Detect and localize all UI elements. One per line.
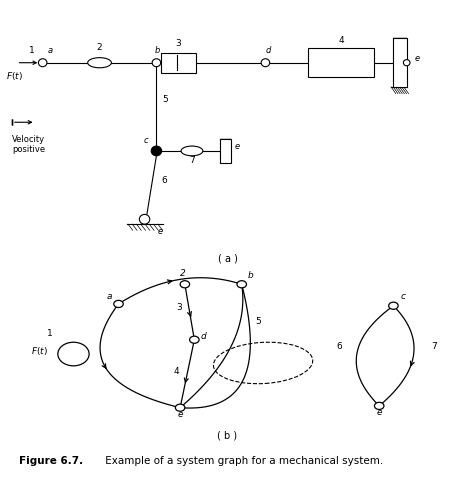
Circle shape [114,300,123,308]
Circle shape [261,59,270,67]
Circle shape [152,59,161,67]
Text: 7: 7 [431,342,437,351]
Bar [220,139,231,163]
Text: 2: 2 [180,270,185,278]
Text: e: e [177,410,183,419]
Circle shape [175,404,185,411]
Text: 6: 6 [336,342,342,351]
Ellipse shape [88,58,111,68]
Text: c: c [144,136,148,145]
Text: Figure 6.7.: Figure 6.7. [19,456,83,466]
Bar [161,53,196,73]
Text: e: e [376,408,382,417]
Circle shape [180,281,190,288]
Text: a: a [106,292,112,300]
Text: 5: 5 [162,96,168,104]
Text: e: e [235,142,240,151]
Text: b: b [247,271,253,280]
Circle shape [389,302,398,309]
Text: 4: 4 [338,36,344,45]
Bar [308,49,374,77]
Text: b: b [155,46,160,55]
Text: ( b ): ( b ) [218,430,237,440]
Ellipse shape [181,146,203,156]
Text: $F(t)$: $F(t)$ [6,71,23,82]
Circle shape [190,336,199,343]
Text: c: c [401,293,405,301]
Text: 1: 1 [47,329,53,338]
Text: a: a [47,46,52,55]
Text: 5: 5 [255,317,261,326]
Text: 2: 2 [97,44,102,52]
Text: Velocity
positive: Velocity positive [12,135,45,154]
Text: e: e [158,227,163,236]
Text: Example of a system graph for a mechanical system.: Example of a system graph for a mechanic… [102,456,383,466]
Text: e: e [414,54,419,63]
Circle shape [151,146,162,156]
Text: 1: 1 [29,46,35,55]
Circle shape [374,402,384,410]
Text: 7: 7 [189,156,195,165]
Text: d: d [201,332,207,341]
Text: 3: 3 [175,39,182,48]
Text: 4: 4 [174,367,180,376]
Circle shape [237,281,246,288]
Text: 6: 6 [161,176,167,185]
Circle shape [38,59,47,67]
Text: $F(t)$: $F(t)$ [31,345,48,357]
Circle shape [58,342,89,366]
Text: d: d [265,46,271,55]
Text: ( a ): ( a ) [218,253,237,263]
Circle shape [403,60,410,66]
Bar [393,39,407,87]
Circle shape [139,215,150,224]
Text: 3: 3 [177,303,182,313]
